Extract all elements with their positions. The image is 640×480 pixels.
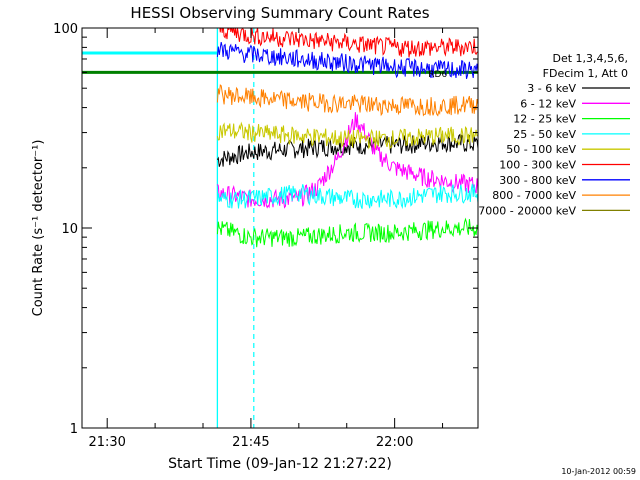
series-line-12-25-kev (216, 217, 478, 248)
series-group: DRDRD6RD (82, 28, 640, 428)
x-axis-label: Start Time (09-Jan-12 21:27:22) (168, 456, 392, 472)
series-line-25-50-kev (216, 183, 478, 210)
legend: Det 1,3,4,5,6, FDecim 1, Att 0 3 - 6 keV… (478, 52, 630, 217)
plot-frame (81, 27, 479, 429)
y-tick-label-100: 100 (53, 22, 78, 37)
y-tick-label-1: 1 (70, 422, 78, 437)
legend-label-12-25-kev: 12 - 25 keV (513, 113, 576, 126)
y-axis-label: Count Rate (s⁻¹ detector⁻¹) (31, 140, 46, 317)
legend-label-800-7000-kev: 800 - 7000 keV (492, 189, 576, 202)
x-axis: 21:30 21:45 22:00 (88, 28, 444, 450)
series-line-3-6-kev (216, 133, 478, 167)
series-line-6-12-kev (216, 112, 478, 209)
series-line-100-300-kev (219, 28, 478, 58)
legend-header-line-1: Det 1,3,4,5,6, (552, 52, 628, 65)
series-line-7000-20000-kev (524, 368, 528, 428)
legend-label-6-12-kev: 6 - 12 keV (520, 97, 576, 110)
legend-label-25-50-kev: 25 - 50 keV (513, 128, 576, 141)
annotation-1: RD (520, 60, 533, 70)
x-tick-label-2145: 21:45 (232, 435, 269, 450)
legend-label-50-100-kev: 50 - 100 keV (506, 143, 576, 156)
legend-label-300-800-kev: 300 - 800 keV (499, 174, 576, 187)
legend-label-7000-20000-kev: 7000 - 20000 keV (478, 204, 576, 217)
x-tick-label-2200: 22:00 (376, 435, 413, 450)
chart-title: HESSI Observing Summary Count Rates (130, 4, 429, 22)
y-tick-label-10: 10 (61, 222, 78, 237)
legend-header-line-2: FDecim 1, Att 0 (543, 67, 628, 80)
series-line-50-100-kev (216, 121, 478, 150)
y-axis: 1 10 100 (53, 22, 478, 437)
legend-label-3-6-kev: 3 - 6 keV (527, 82, 576, 95)
annotation-3: RD (628, 60, 640, 70)
series-line-800-7000-kev (216, 84, 478, 117)
x-tick-label-2130: 21:30 (88, 435, 125, 450)
annotation-2: RD6 (428, 70, 447, 80)
footer-date: 10-Jan-2012 00:59 (561, 467, 636, 476)
series-line-300-800-kev (216, 41, 478, 79)
legend-label-100-300-kev: 100 - 300 keV (499, 159, 576, 172)
